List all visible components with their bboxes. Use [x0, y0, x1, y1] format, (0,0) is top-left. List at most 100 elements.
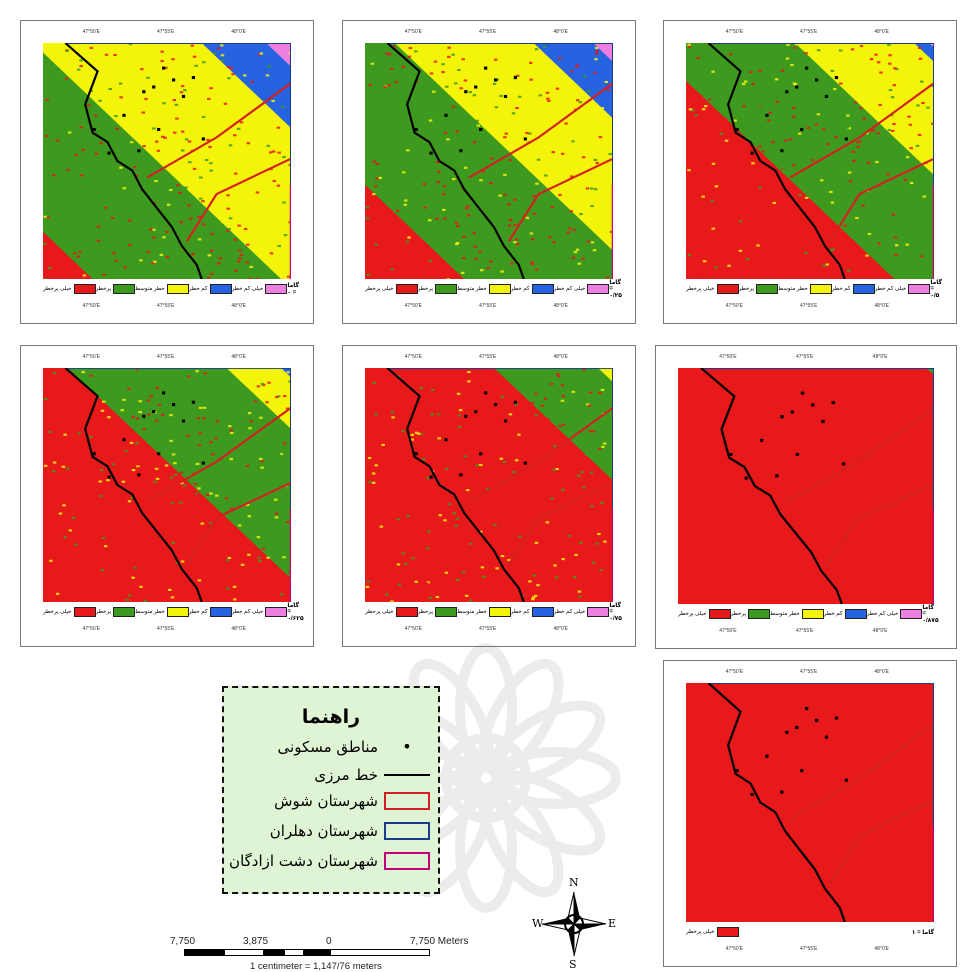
class-label: پرخطر [739, 286, 755, 292]
class-label: کم خطر [511, 609, 530, 615]
tick-top: 47°55′E [157, 29, 174, 35]
legend-item-shush: شهرستان شوش [274, 792, 430, 810]
tick-top: 47°50′E [726, 29, 743, 35]
class-swatch [709, 609, 731, 619]
risk-map-p5 [365, 368, 613, 602]
scale-label-zero: 0 [326, 936, 332, 947]
tick-bottom: 48°0′E [231, 303, 246, 309]
residential-dot-icon: • [384, 742, 430, 752]
tick-bottom: 47°55′E [157, 626, 174, 632]
tick-top: 47°50′E [83, 29, 100, 35]
class-label: خیلی پرخطر [686, 286, 715, 292]
risk-map-p7 [686, 683, 934, 922]
class-swatch [756, 284, 778, 294]
class-label: خطر متوسط [778, 286, 808, 292]
gamma-label: گاما = ۰/۸۷۵ [922, 604, 938, 624]
class-swatch [717, 284, 739, 294]
class-swatch [113, 607, 135, 617]
class-swatch [167, 284, 189, 294]
tick-top: 47°50′E [405, 354, 422, 360]
tick-bottom: 47°55′E [796, 628, 813, 634]
tick-top: 47°55′E [479, 354, 496, 360]
panel-legend-p7: خیلی پرخطر گاما = ۱ [686, 926, 934, 938]
class-label: پرخطر [96, 609, 112, 615]
tick-top: 47°50′E [719, 354, 736, 360]
class-swatch [845, 609, 867, 619]
gamma-label: گاما = ۱ [912, 929, 934, 936]
legend-item-azadegan: شهرستان دشت ازادگان [229, 852, 430, 870]
class-swatch [210, 284, 232, 294]
gamma-label: گاما = ۰/۵ [930, 279, 942, 299]
class-label: خیلی کم خطر [232, 286, 264, 292]
risk-map-p1 [43, 43, 291, 279]
tick-top: 48°0′E [873, 354, 888, 360]
class-swatch [587, 607, 609, 617]
tick-bottom: 47°55′E [479, 303, 496, 309]
class-label: خطر متوسط [135, 609, 165, 615]
tick-top: 47°55′E [800, 29, 817, 35]
tick-bottom: 48°0′E [874, 303, 889, 309]
class-swatch [113, 284, 135, 294]
class-swatch [435, 607, 457, 617]
class-label: خیلی کم خطر [232, 609, 264, 615]
tick-bottom: 47°50′E [726, 946, 743, 952]
border-line-icon [384, 774, 430, 776]
class-swatch [748, 609, 770, 619]
class-label: خیلی کم خطر [554, 609, 586, 615]
main-legend: راهنما • مناطق مسکونی خط مرزی شهرستان شو… [222, 686, 440, 894]
tick-bottom: 47°50′E [83, 303, 100, 309]
class-swatch [532, 607, 554, 617]
class-label: خطر متوسط [770, 611, 800, 617]
class-label: خیلی کم خطر [554, 286, 586, 292]
class-swatch [587, 284, 609, 294]
class-label: پرخطر [96, 286, 112, 292]
class-swatch [210, 607, 232, 617]
tick-top: 47°50′E [726, 669, 743, 675]
tick-top: 47°55′E [479, 29, 496, 35]
compass-w: W [532, 917, 543, 930]
tick-bottom: 48°0′E [873, 628, 888, 634]
compass-s: S [569, 958, 577, 971]
legend-item-residential: • مناطق مسکونی [278, 738, 430, 756]
tick-bottom: 47°55′E [800, 946, 817, 952]
class-swatch [74, 284, 96, 294]
class-label: کم خطر [511, 286, 530, 292]
risk-map-p3 [686, 43, 934, 279]
north-arrow-icon: N S E W [532, 878, 616, 970]
scale-bar: 7,750 3,875 0 7,750 Meters 1 centimeter … [170, 936, 470, 970]
risk-map-p2 [365, 43, 613, 279]
class-label: خیلی پرخطر [365, 286, 394, 292]
class-label: خیلی کم خطر [875, 286, 907, 292]
tick-bottom: 47°55′E [800, 303, 817, 309]
class-swatch [532, 284, 554, 294]
class-label: کم خطر [832, 286, 851, 292]
class-swatch [396, 284, 418, 294]
tick-bottom: 47°50′E [719, 628, 736, 634]
class-swatch [900, 609, 922, 619]
class-label: کم خطر [189, 609, 208, 615]
class-label: کم خطر [824, 611, 843, 617]
gamma-label: گاما = ۰/۷۵ [609, 602, 622, 622]
dehloran-box-icon [384, 822, 430, 840]
gamma-label: گاما = ۰ [287, 282, 299, 296]
class-label: پرخطر [418, 286, 434, 292]
tick-top: 48°0′E [553, 354, 568, 360]
risk-map-p6 [678, 368, 934, 604]
class-label: خیلی پرخطر [43, 609, 72, 615]
class-label: خیلی پرخطر [686, 929, 715, 935]
legend-item-border: خط مرزی [314, 766, 430, 784]
class-label: خیلی کم خطر [867, 611, 899, 617]
compass-e: E [608, 917, 616, 930]
tick-bottom: 48°0′E [231, 626, 246, 632]
class-label: پرخطر [731, 611, 747, 617]
tick-top: 48°0′E [231, 29, 246, 35]
class-swatch [489, 284, 511, 294]
scale-label-left: 7,750 [170, 936, 195, 947]
class-swatch [167, 607, 189, 617]
